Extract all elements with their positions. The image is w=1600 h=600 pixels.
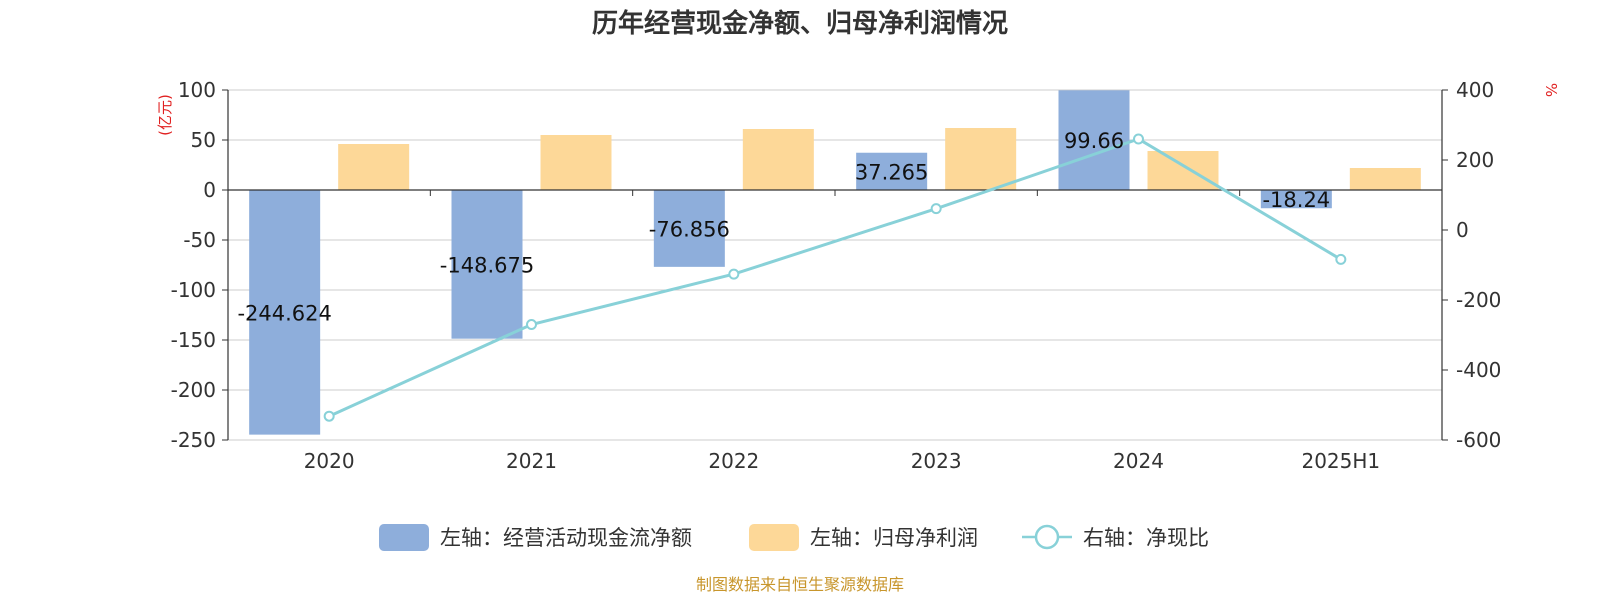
- left-axis-tick-label: 50: [191, 128, 216, 152]
- net-profit-bar: [945, 128, 1017, 190]
- x-axis-tick-label: 2020: [304, 449, 355, 473]
- net-profit-bar: [1349, 168, 1421, 190]
- x-axis-tick-label: 2024: [1113, 449, 1164, 473]
- x-axis-tick-label: 2025H1: [1301, 449, 1380, 473]
- data-labels: -244.624 -148.675 -76.856 37.265 99.66 -18.24: [237, 129, 1330, 325]
- bars: [249, 90, 1421, 435]
- legend-label-net-profit: 左轴：归母净利润: [810, 526, 978, 550]
- right-axis-tick-label: -200: [1456, 288, 1501, 312]
- legend-label-cash-flow: 左轴：经营活动现金流净额: [440, 526, 692, 550]
- ratio-point: [526, 319, 537, 330]
- right-axis-tick-label: -400: [1456, 358, 1501, 382]
- left-axis-unit: (亿元): [156, 94, 174, 136]
- left-axis-tick-label: -50: [183, 228, 216, 252]
- right-axis-tick-label: 0: [1456, 218, 1469, 242]
- net-profit-bar: [1147, 151, 1219, 190]
- cash-flow-data-label: -244.624: [237, 301, 331, 325]
- cash-flow-bar: [856, 152, 928, 190]
- cash-flow-data-label: -18.24: [1262, 188, 1330, 212]
- x-axis-tick-label: 2021: [506, 449, 557, 473]
- legend-swatch-net-profit: [749, 524, 799, 551]
- net-profit-bar: [338, 144, 410, 190]
- net-profit-bar: [742, 129, 814, 190]
- left-axis-tick-label: -250: [171, 428, 216, 452]
- ratio-point: [1335, 253, 1347, 265]
- cash-flow-data-label: -76.856: [649, 217, 730, 241]
- x-axis-tick-label: 2022: [708, 449, 759, 473]
- ratio-line-path: [328, 137, 1342, 418]
- chart-title: 历年经营现金净额、归母净利润情况: [592, 8, 1008, 39]
- left-axis-tick-label: 100: [178, 78, 216, 102]
- legend-marker-ratio: [1034, 524, 1060, 550]
- ratio-point: [1133, 133, 1144, 145]
- cash-flow-bar: [653, 190, 725, 267]
- right-axis-tick-label: 400: [1456, 78, 1494, 102]
- grid-lines: [228, 89, 1442, 441]
- cash-flow-data-label: -148.675: [440, 253, 534, 277]
- right-axis-tick-label: 200: [1456, 148, 1494, 172]
- ratio-point: [728, 268, 740, 280]
- legend-label-ratio: 右轴：净现比: [1083, 526, 1209, 550]
- ratio-line: [323, 133, 1347, 422]
- left-axis-tick-label: -100: [171, 278, 216, 302]
- left-axis-tick-label: -150: [171, 328, 216, 352]
- x-axis-tick-label: 2023: [911, 449, 962, 473]
- ratio-point: [930, 203, 942, 215]
- legend-swatch-cash-flow: [379, 524, 429, 551]
- cash-flow-bar: [451, 190, 523, 339]
- net-profit-bar: [540, 135, 612, 190]
- ratio-point: [323, 410, 335, 422]
- right-axis-unit: %: [1542, 83, 1560, 97]
- axes: 100 50 0 -50 -100 -150 -200 -250 400 200 0 -200 -400…: [171, 78, 1502, 473]
- cash-flow-bar: [1260, 190, 1332, 209]
- cash-flow-bar: [249, 190, 321, 435]
- legend: 左轴：经营活动现金流净额 左轴：归母净利润 右轴：净现比: [379, 524, 1209, 551]
- left-axis-tick-label: -200: [171, 378, 216, 402]
- cash-flow-data-label: 37.265: [855, 160, 928, 184]
- right-axis-tick-label: -600: [1456, 428, 1501, 452]
- cash-flow-bar: [1058, 90, 1130, 190]
- left-axis-tick-label: 0: [203, 178, 216, 202]
- source-note: 制图数据来自恒生聚源数据库: [696, 575, 904, 594]
- cash-flow-data-label: 99.66: [1064, 129, 1124, 153]
